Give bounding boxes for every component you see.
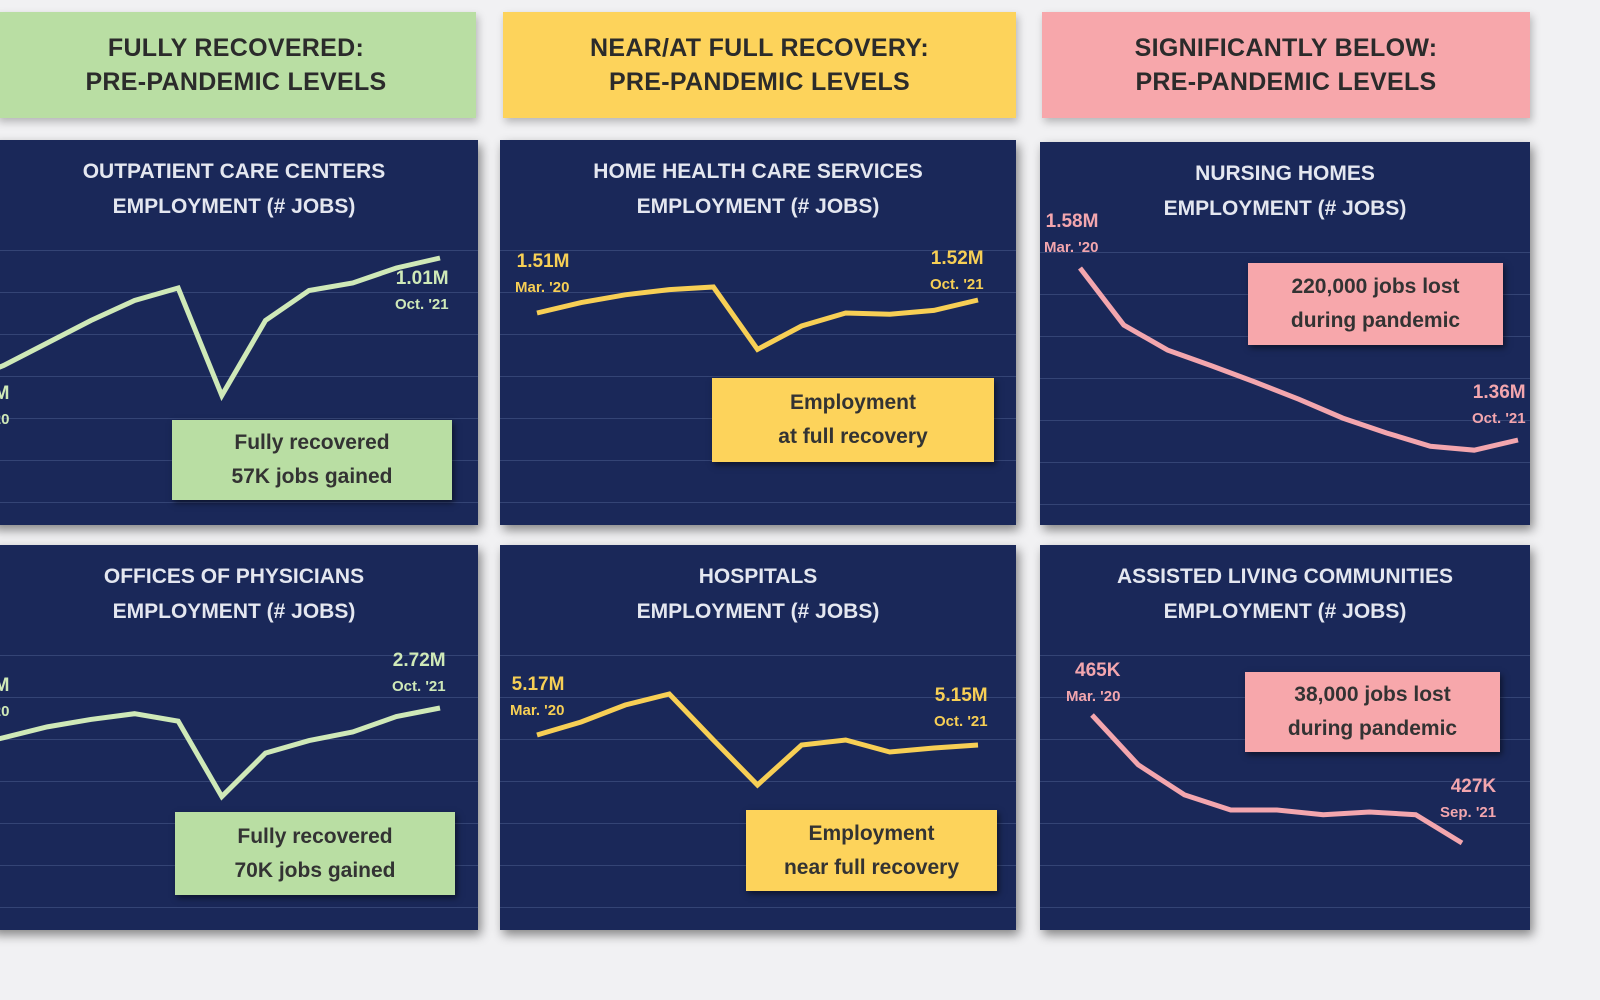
start-data-label-date: Mar. '20 (1044, 239, 1099, 256)
start-data-label: 1.58M Mar. '20 (1044, 211, 1098, 256)
end-data-label-date: Oct. '21 (934, 713, 988, 730)
start-data-label-value: 0.96M (0, 383, 10, 404)
chart-title: NURSING HOMES EMPLOYMENT (# JOBS) (1040, 156, 1530, 226)
end-data-label: 1.36M Oct. '21 (1472, 382, 1526, 427)
chart-title-line1: HOSPITALS (698, 565, 818, 588)
callout-line1: 38,000 jobs lost (1294, 683, 1451, 706)
end-data-label-value: 1.52M (930, 248, 984, 269)
callout-box: Employment at full recovery (712, 378, 994, 462)
chart-subtitle: EMPLOYMENT (# JOBS) (636, 600, 880, 623)
end-data-label: 1.52M Oct. '21 (930, 248, 984, 293)
header-line2: PRE-PANDEMIC LEVELS (85, 68, 387, 96)
header-line1: SIGNIFICANTLY BELOW: (1134, 34, 1438, 62)
callout-box: Fully recovered 70K jobs gained (175, 812, 455, 895)
start-data-label-date: Mar. '20 (1066, 688, 1121, 705)
header-significantly-below: SIGNIFICANTLY BELOW: PRE-PANDEMIC LEVELS (1042, 12, 1530, 118)
end-data-label-date: Oct. '21 (392, 678, 446, 695)
callout-box: 38,000 jobs lost during pandemic (1245, 672, 1500, 752)
chart-title: OFFICES OF PHYSICIANS EMPLOYMENT (# JOBS… (0, 559, 478, 629)
end-data-label-date: Sep. '21 (1440, 804, 1497, 821)
header-near-recovery: NEAR/AT FULL RECOVERY: PRE-PANDEMIC LEVE… (503, 12, 1016, 118)
chart-title: ASSISTED LIVING COMMUNITIES EMPLOYMENT (… (1040, 559, 1530, 629)
start-data-label-date: Mar. '20 (0, 703, 10, 720)
callout-line2: during pandemic (1287, 717, 1458, 740)
start-data-label-value: 5.17M (511, 674, 565, 695)
chart-subtitle: EMPLOYMENT (# JOBS) (112, 600, 356, 623)
chart-title: HOSPITALS EMPLOYMENT (# JOBS) (500, 559, 1016, 629)
callout-line1: Fully recovered (234, 431, 390, 454)
chart-title-line1: OFFICES OF PHYSICIANS (103, 565, 365, 588)
chart-title-line1: HOME HEALTH CARE SERVICES (593, 160, 923, 183)
start-data-label-value: 1.51M (516, 251, 570, 272)
start-data-label-date: Mar. '20 (515, 279, 570, 296)
header-line1: FULLY RECOVERED: (107, 34, 365, 62)
start-data-label-date: Mar. '20 (510, 702, 565, 719)
chart-title-line1: NURSING HOMES (1195, 162, 1375, 185)
header-line2: PRE-PANDEMIC LEVELS (608, 68, 911, 96)
start-data-label-value: 465K (1075, 660, 1121, 681)
chart-subtitle: EMPLOYMENT (# JOBS) (112, 195, 356, 218)
chart-subtitle: EMPLOYMENT (# JOBS) (1163, 600, 1407, 623)
chart-title-line1: OUTPATIENT CARE CENTERS (82, 160, 386, 183)
start-data-label: 1.51M Mar. '20 (515, 251, 569, 296)
chart-title: OUTPATIENT CARE CENTERS EMPLOYMENT (# JO… (0, 154, 478, 224)
chart-panel: HOME HEALTH CARE SERVICES EMPLOYMENT (# … (500, 140, 1016, 525)
callout-box: Employment near full recovery (746, 810, 997, 891)
chart-subtitle: EMPLOYMENT (# JOBS) (636, 195, 880, 218)
callout-line1: Employment (789, 391, 917, 414)
end-data-label-value: 1.36M (1472, 382, 1526, 403)
end-data-label-value: 5.15M (934, 685, 988, 706)
callout-line2: at full recovery (778, 425, 928, 448)
end-data-label: 1.01M Oct. '21 (395, 268, 449, 313)
start-data-label-date: Mar. '20 (0, 411, 10, 428)
start-data-label-value: 1.58M (1045, 211, 1099, 232)
end-data-label-value: 1.01M (395, 268, 449, 289)
header-line2: PRE-PANDEMIC LEVELS (1135, 68, 1437, 96)
callout-line2: 70K jobs gained (234, 858, 396, 882)
start-data-label: 0.96M Mar. '20 (0, 383, 9, 428)
callout-line1: Fully recovered (237, 824, 393, 848)
callout-box: Fully recovered 57K jobs gained (172, 420, 452, 500)
chart-subtitle: EMPLOYMENT (# JOBS) (1163, 197, 1407, 220)
start-data-label: 2.65M Mar. '20 (0, 675, 9, 720)
start-data-label: 465K Mar. '20 (1066, 660, 1120, 705)
callout-line1: 220,000 jobs lost (1291, 275, 1460, 298)
callout-line2: near full recovery (783, 855, 960, 879)
end-data-label: 427K Sep. '21 (1440, 776, 1496, 821)
callout-line1: Employment (808, 821, 935, 845)
callout-line2: 57K jobs gained (231, 465, 393, 488)
callout-line2: during pandemic (1290, 309, 1461, 332)
end-data-label-value: 427K (1450, 776, 1497, 797)
chart-title-line1: ASSISTED LIVING COMMUNITIES (1116, 565, 1454, 588)
end-data-label-date: Oct. '21 (1472, 410, 1526, 427)
start-data-label: 5.17M Mar. '20 (510, 674, 564, 719)
callout-box: 220,000 jobs lost during pandemic (1248, 263, 1503, 345)
end-data-label-date: Oct. '21 (395, 296, 449, 313)
chart-title: HOME HEALTH CARE SERVICES EMPLOYMENT (# … (500, 154, 1016, 224)
end-data-label-value: 2.72M (392, 650, 446, 671)
end-data-label-date: Oct. '21 (930, 276, 984, 293)
header-line1: NEAR/AT FULL RECOVERY: (589, 34, 929, 62)
header-fully-recovered: FULLY RECOVERED: PRE-PANDEMIC LEVELS (0, 12, 476, 118)
end-data-label: 2.72M Oct. '21 (392, 650, 446, 695)
start-data-label-value: 2.65M (0, 675, 10, 696)
end-data-label: 5.15M Oct. '21 (934, 685, 988, 730)
